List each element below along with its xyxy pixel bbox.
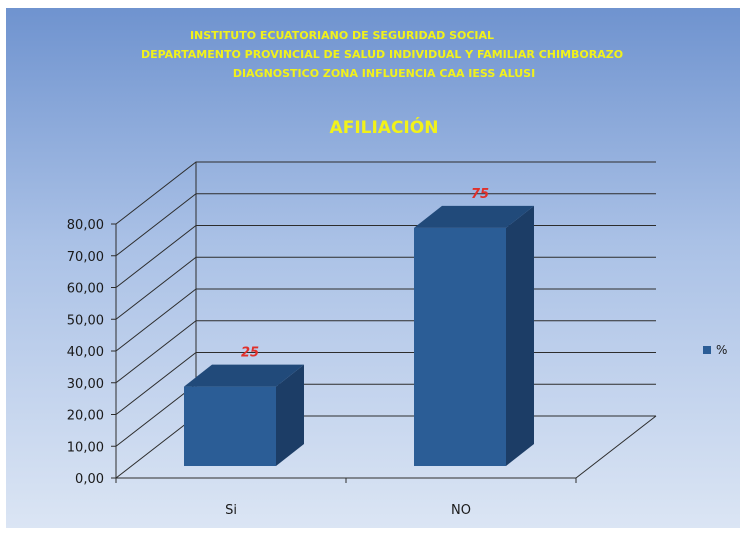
x-category-label: Si	[225, 503, 237, 518]
chart-title: AFILIACIÓN	[330, 116, 439, 138]
bar-side	[276, 364, 304, 466]
y-tick-label: 30,00	[67, 377, 104, 392]
y-axis-ticks: 0,00 10,00 20,00 30,00 40,00 50,00 60,00 70,00 8…	[67, 218, 116, 487]
title-line-3: DIAGNOSTICO ZONA INFLUENCIA CAA IESS ALU…	[233, 67, 535, 80]
y-tick-label: 40,00	[67, 345, 104, 360]
bar-top	[414, 205, 534, 228]
y-tick-label: 70,00	[67, 250, 104, 265]
data-label: 75	[471, 187, 489, 202]
bars	[184, 205, 534, 466]
y-tick-label: 10,00	[67, 440, 104, 455]
chart-background	[6, 8, 740, 528]
data-label: 25	[241, 346, 259, 361]
title-line-2: DEPARTAMENTO PROVINCIAL DE SALUD INDIVID…	[141, 48, 623, 61]
y-tick-label: 20,00	[67, 409, 104, 424]
legend: %	[703, 343, 727, 357]
chart-frame: INSTITUTO ECUATORIANO DE SEGURIDAD SOCIA…	[6, 8, 740, 528]
y-tick-label: 80,00	[67, 218, 104, 233]
legend-label: %	[716, 343, 727, 357]
bar-top	[184, 364, 304, 387]
bar-side	[506, 205, 534, 466]
title-line-1: INSTITUTO ECUATORIANO DE SEGURIDAD SOCIA…	[190, 29, 494, 42]
data-labels: 25 75	[241, 187, 489, 361]
x-category-label: NO	[451, 503, 471, 518]
y-tick-label: 60,00	[67, 282, 104, 297]
floor-edge	[575, 415, 657, 479]
bar-chart: INSTITUTO ECUATORIANO DE SEGURIDAD SOCIA…	[6, 8, 740, 528]
bar-front	[414, 227, 506, 466]
bar-front	[184, 386, 276, 466]
y-tick-label: 0,00	[75, 472, 104, 487]
y-tick-label: 50,00	[67, 313, 104, 328]
legend-marker	[703, 346, 711, 354]
x-axis-categories: Si NO	[115, 478, 577, 518]
